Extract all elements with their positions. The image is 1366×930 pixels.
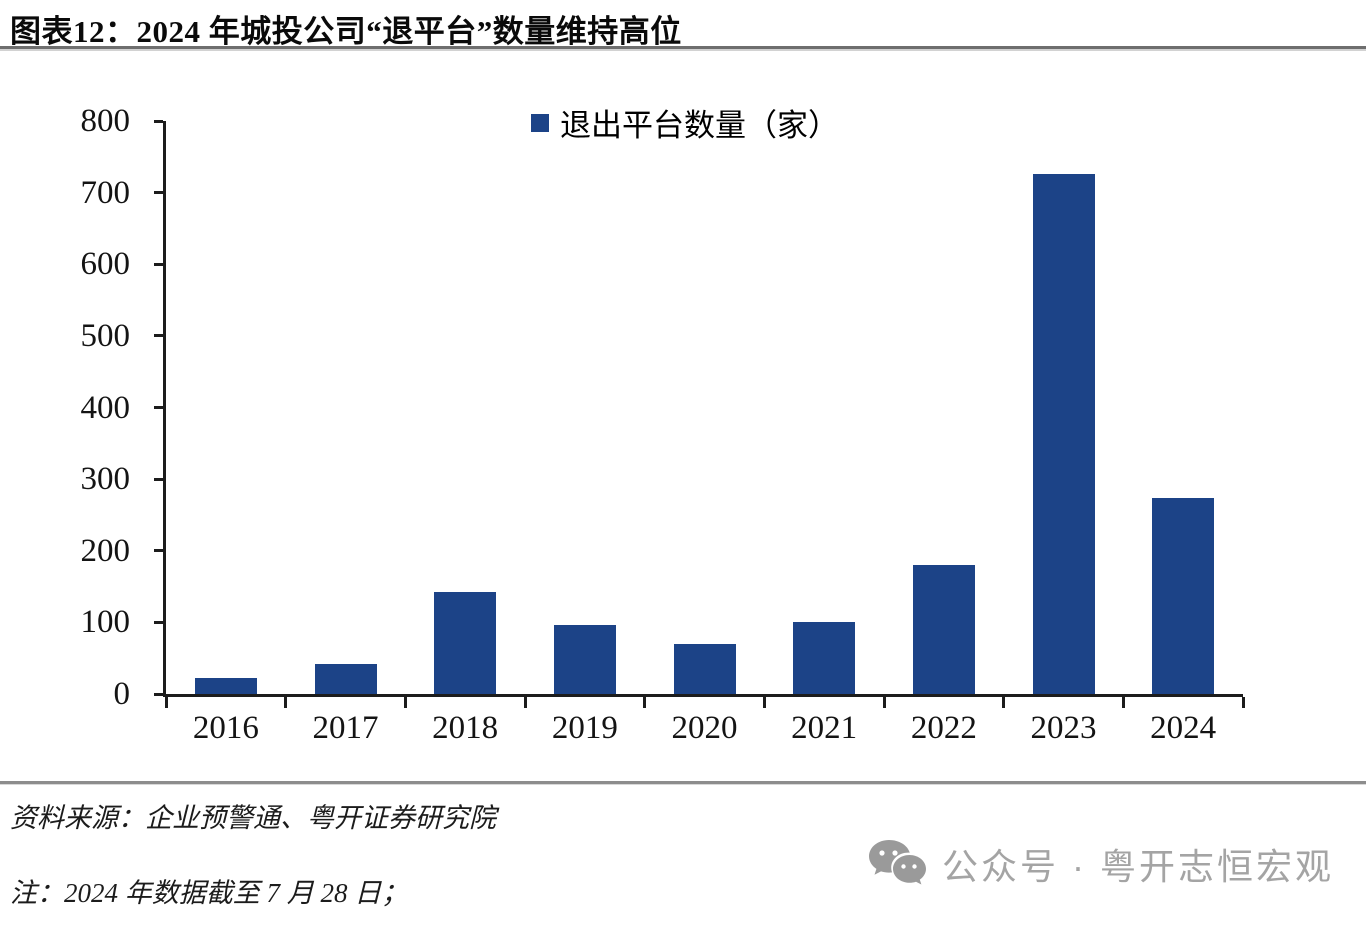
x-axis-label-2022: 2022 bbox=[910, 710, 977, 746]
bar-2016 bbox=[194, 678, 257, 694]
x-axis-label-2020: 2020 bbox=[671, 710, 738, 746]
y-axis-label: 800 bbox=[80, 103, 131, 139]
legend: 退出平台数量（家） bbox=[531, 100, 839, 145]
bar-2019 bbox=[553, 625, 616, 694]
y-axis-tick bbox=[154, 262, 163, 266]
y-axis-label: 300 bbox=[80, 461, 131, 498]
x-axis-label-2019: 2019 bbox=[551, 710, 618, 746]
bar-2020 bbox=[673, 643, 736, 694]
bar-2024 bbox=[1152, 497, 1215, 694]
x-axis-tick bbox=[882, 697, 886, 708]
y-axis-label: 400 bbox=[80, 389, 131, 426]
source-note: 资料来源：企业预警通、粤开证券研究院 bbox=[10, 803, 496, 833]
bar-2021 bbox=[793, 621, 856, 694]
y-axis-tick bbox=[154, 191, 163, 195]
y-axis-tick bbox=[154, 477, 163, 481]
legend-swatch-icon bbox=[531, 113, 549, 132]
y-axis-label: 100 bbox=[80, 604, 131, 641]
wechat-icon bbox=[869, 840, 926, 885]
x-axis-tick bbox=[1241, 697, 1245, 708]
x-axis-label-2017: 2017 bbox=[312, 710, 379, 746]
bar-2022 bbox=[912, 565, 975, 694]
bar-2023 bbox=[1032, 174, 1095, 694]
plot-area: 0 100 200 300 400 500 600 700 800 2016 2017 2018 201… bbox=[81, 105, 1245, 745]
x-axis-label-2016: 2016 bbox=[192, 710, 259, 746]
y-axis-label: 0 bbox=[113, 676, 131, 712]
watermark: 公众号 · 粤开志恒宏观 bbox=[868, 838, 1334, 890]
x-axis-tick bbox=[1002, 697, 1006, 708]
x-axis-tick bbox=[403, 697, 407, 708]
y-axis-tick bbox=[154, 620, 163, 624]
bar-2018 bbox=[434, 591, 497, 694]
x-axis-tick bbox=[523, 697, 527, 708]
bar-2017 bbox=[314, 663, 377, 694]
x-axis-label-2021: 2021 bbox=[791, 710, 858, 746]
y-axis-tick bbox=[154, 549, 163, 553]
y-axis-tick bbox=[154, 334, 163, 338]
y-axis-tick bbox=[154, 119, 163, 123]
footer-divider bbox=[0, 781, 1366, 784]
y-axis-tick bbox=[154, 692, 163, 696]
x-axis-tick bbox=[1121, 697, 1125, 708]
y-axis-tick bbox=[154, 406, 163, 409]
chart-title: 图表12：2024 年城投公司“退平台”数量维持高位 bbox=[10, 14, 682, 49]
data-cutoff-note: 注：2024 年数据截至 7 月 28 日； bbox=[10, 878, 409, 908]
y-axis-label: 600 bbox=[80, 246, 131, 283]
x-axis-tick bbox=[643, 697, 647, 708]
legend-label: 退出平台数量（家） bbox=[560, 108, 839, 143]
x-axis-label-2024: 2024 bbox=[1150, 710, 1217, 746]
title-divider bbox=[0, 46, 1366, 49]
x-axis-label-2023: 2023 bbox=[1030, 710, 1097, 746]
x-axis-tick bbox=[284, 697, 288, 708]
x-axis-tick bbox=[762, 697, 766, 708]
y-axis-label: 200 bbox=[80, 532, 131, 569]
x-axis-tick bbox=[164, 697, 168, 708]
y-axis-label: 500 bbox=[80, 317, 131, 354]
watermark-label: 公众号 · 粤开志恒宏观 bbox=[942, 846, 1334, 887]
x-axis-label-2018: 2018 bbox=[432, 710, 499, 746]
y-axis-label: 700 bbox=[80, 174, 131, 211]
